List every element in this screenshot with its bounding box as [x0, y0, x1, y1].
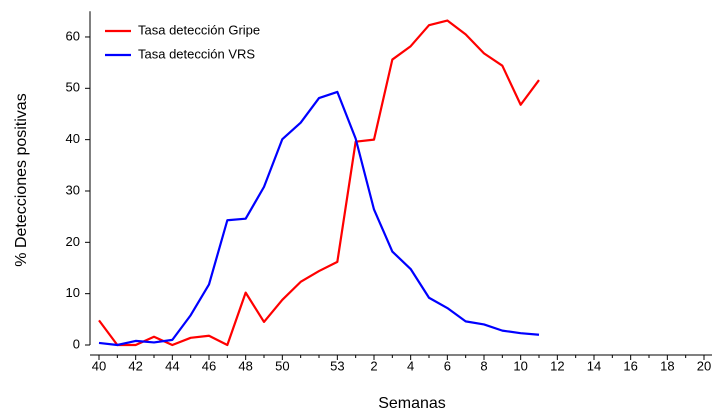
y-tick-label: 40 [66, 131, 80, 146]
data-line [98, 90, 540, 347]
x-tick-label: 20 [697, 358, 711, 373]
x-tick-label: 18 [660, 358, 674, 373]
legend-label: Tasa detección Gripe [138, 22, 260, 37]
y-axis-title: % Detecciones positivas [13, 93, 30, 266]
x-tick-label: 48 [238, 358, 252, 373]
legend-label: Tasa detección VRS [138, 46, 255, 61]
x-tick-label: 46 [202, 358, 216, 373]
x-axis-title: Semanas [378, 395, 446, 412]
x-tick-label: 10 [513, 358, 527, 373]
x-tick-label: 42 [128, 358, 142, 373]
x-tick-label: 50 [275, 358, 289, 373]
x-tick-label: 8 [480, 358, 487, 373]
x-tick-label: 14 [587, 358, 601, 373]
x-tick-label: 12 [550, 358, 564, 373]
x-tick-label: 44 [165, 358, 179, 373]
x-tick-label: 6 [444, 358, 451, 373]
x-tick-label: 16 [623, 358, 637, 373]
x-tick-label: 53 [330, 358, 344, 373]
y-tick-label: 60 [66, 28, 80, 43]
x-tick-label: 2 [370, 358, 377, 373]
data-line [98, 19, 540, 347]
x-tick-label: 4 [407, 358, 414, 373]
y-tick-label: 30 [66, 182, 80, 197]
y-tick-label: 50 [66, 80, 80, 95]
y-tick-label: 20 [66, 234, 80, 249]
x-tick-label: 40 [92, 358, 106, 373]
y-tick-label: 10 [66, 285, 80, 300]
y-tick-label: 0 [73, 336, 80, 351]
